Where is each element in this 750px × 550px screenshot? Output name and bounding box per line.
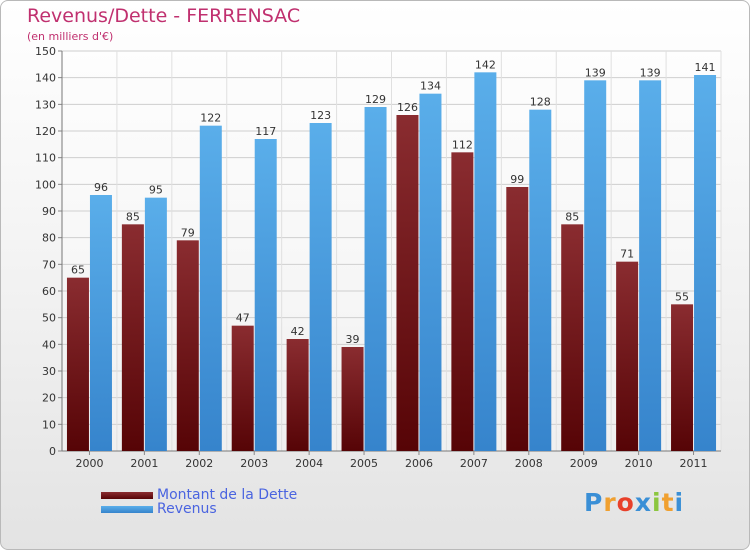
legend-swatch-revenue — [101, 505, 153, 513]
bar-revenue — [364, 107, 387, 451]
logo-letter: x — [634, 488, 652, 517]
bar-revenue — [144, 197, 167, 451]
data-label-revenue: 141 — [695, 61, 716, 74]
bar-revenue — [199, 125, 222, 452]
data-label-debt: 55 — [675, 290, 689, 303]
bar-debt — [231, 325, 254, 451]
bar-debt — [671, 304, 694, 451]
legend-label-debt: Montant de la Dette — [157, 487, 298, 503]
x-tick-label: 2002 — [185, 457, 213, 470]
bar-debt — [616, 261, 639, 451]
data-label-revenue: 123 — [310, 109, 331, 122]
data-label-debt: 99 — [510, 173, 524, 186]
legend-label-revenue: Revenus — [157, 501, 217, 517]
x-tick-label: 2006 — [405, 457, 433, 470]
bar-debt — [121, 224, 144, 451]
logo-letter: P — [584, 488, 604, 517]
y-tick-label: 70 — [42, 258, 56, 271]
data-label-debt: 79 — [181, 226, 195, 239]
x-tick-label: 2000 — [75, 457, 103, 470]
y-tick-label: 130 — [35, 98, 56, 111]
bar-debt — [66, 277, 89, 451]
data-label-debt: 71 — [620, 248, 634, 261]
y-tick-label: 140 — [35, 72, 56, 85]
y-tick-label: 0 — [49, 445, 56, 458]
logo-letter: i — [674, 488, 685, 517]
data-label-debt: 65 — [71, 264, 85, 277]
bar-debt — [561, 224, 584, 451]
data-label-debt: 85 — [565, 210, 579, 223]
bar-debt — [451, 152, 474, 452]
data-label-revenue: 134 — [420, 80, 441, 93]
x-tick-label: 2004 — [295, 457, 323, 470]
y-tick-label: 110 — [35, 152, 56, 165]
data-label-debt: 39 — [346, 333, 360, 346]
x-tick-label: 2008 — [515, 457, 543, 470]
data-label-revenue: 139 — [640, 66, 661, 79]
data-label-revenue: 96 — [94, 181, 108, 194]
legend-swatch-debt — [101, 491, 153, 499]
x-tick-label: 2009 — [570, 457, 598, 470]
logo-letter: r — [603, 488, 617, 517]
bar-revenue — [419, 93, 442, 452]
data-label-revenue: 122 — [200, 112, 221, 125]
legend-item-revenue: Revenus — [101, 501, 217, 517]
x-tick-label: 2011 — [680, 457, 708, 470]
data-label-debt: 126 — [397, 101, 418, 114]
bar-revenue — [639, 80, 662, 451]
proxiti-logo: Proxiti — [584, 488, 684, 517]
bar-debt — [506, 187, 529, 451]
bar-debt — [176, 240, 199, 451]
bar-debt — [396, 115, 419, 451]
chart-title: Revenus/Dette - FERRENSAC — [27, 5, 301, 27]
y-tick-label: 150 — [35, 45, 56, 58]
y-tick-label: 90 — [42, 205, 56, 218]
x-tick-label: 2001 — [130, 457, 158, 470]
bar-revenue — [694, 75, 717, 451]
y-tick-label: 80 — [42, 232, 56, 245]
legend-item-debt: Montant de la Dette — [101, 487, 297, 503]
data-label-debt: 112 — [452, 138, 473, 151]
bar-debt — [341, 347, 364, 451]
x-tick-label: 2003 — [240, 457, 268, 470]
y-tick-label: 60 — [42, 285, 56, 298]
data-label-revenue: 129 — [365, 93, 386, 106]
x-tick-label: 2010 — [625, 457, 653, 470]
y-tick-label: 100 — [35, 178, 56, 191]
x-tick-label: 2005 — [350, 457, 378, 470]
y-tick-label: 50 — [42, 312, 56, 325]
bar-revenue — [474, 72, 497, 451]
bar-revenue — [529, 109, 552, 452]
y-tick-label: 30 — [42, 365, 56, 378]
logo-letter: o — [616, 488, 635, 517]
data-label-revenue: 117 — [255, 125, 276, 138]
data-label-debt: 85 — [126, 210, 140, 223]
x-tick-label: 2007 — [460, 457, 488, 470]
bar-revenue — [89, 195, 112, 451]
y-tick-label: 40 — [42, 338, 56, 351]
bar-debt — [286, 339, 309, 451]
bar-revenue — [584, 80, 607, 451]
logo-letter: i — [652, 488, 662, 517]
logo-letter: t — [661, 488, 675, 517]
bar-revenue — [309, 123, 332, 451]
chart-subtitle: (en milliers d'€) — [27, 30, 114, 43]
data-label-revenue: 142 — [475, 58, 496, 71]
data-label-debt: 47 — [236, 312, 250, 325]
y-tick-label: 10 — [42, 418, 56, 431]
data-label-revenue: 128 — [530, 96, 551, 109]
bar-revenue — [254, 139, 277, 451]
y-tick-label: 120 — [35, 125, 56, 138]
data-label-revenue: 95 — [149, 184, 163, 197]
data-label-revenue: 139 — [585, 66, 606, 79]
y-tick-label: 20 — [42, 392, 56, 405]
data-label-debt: 42 — [291, 325, 305, 338]
